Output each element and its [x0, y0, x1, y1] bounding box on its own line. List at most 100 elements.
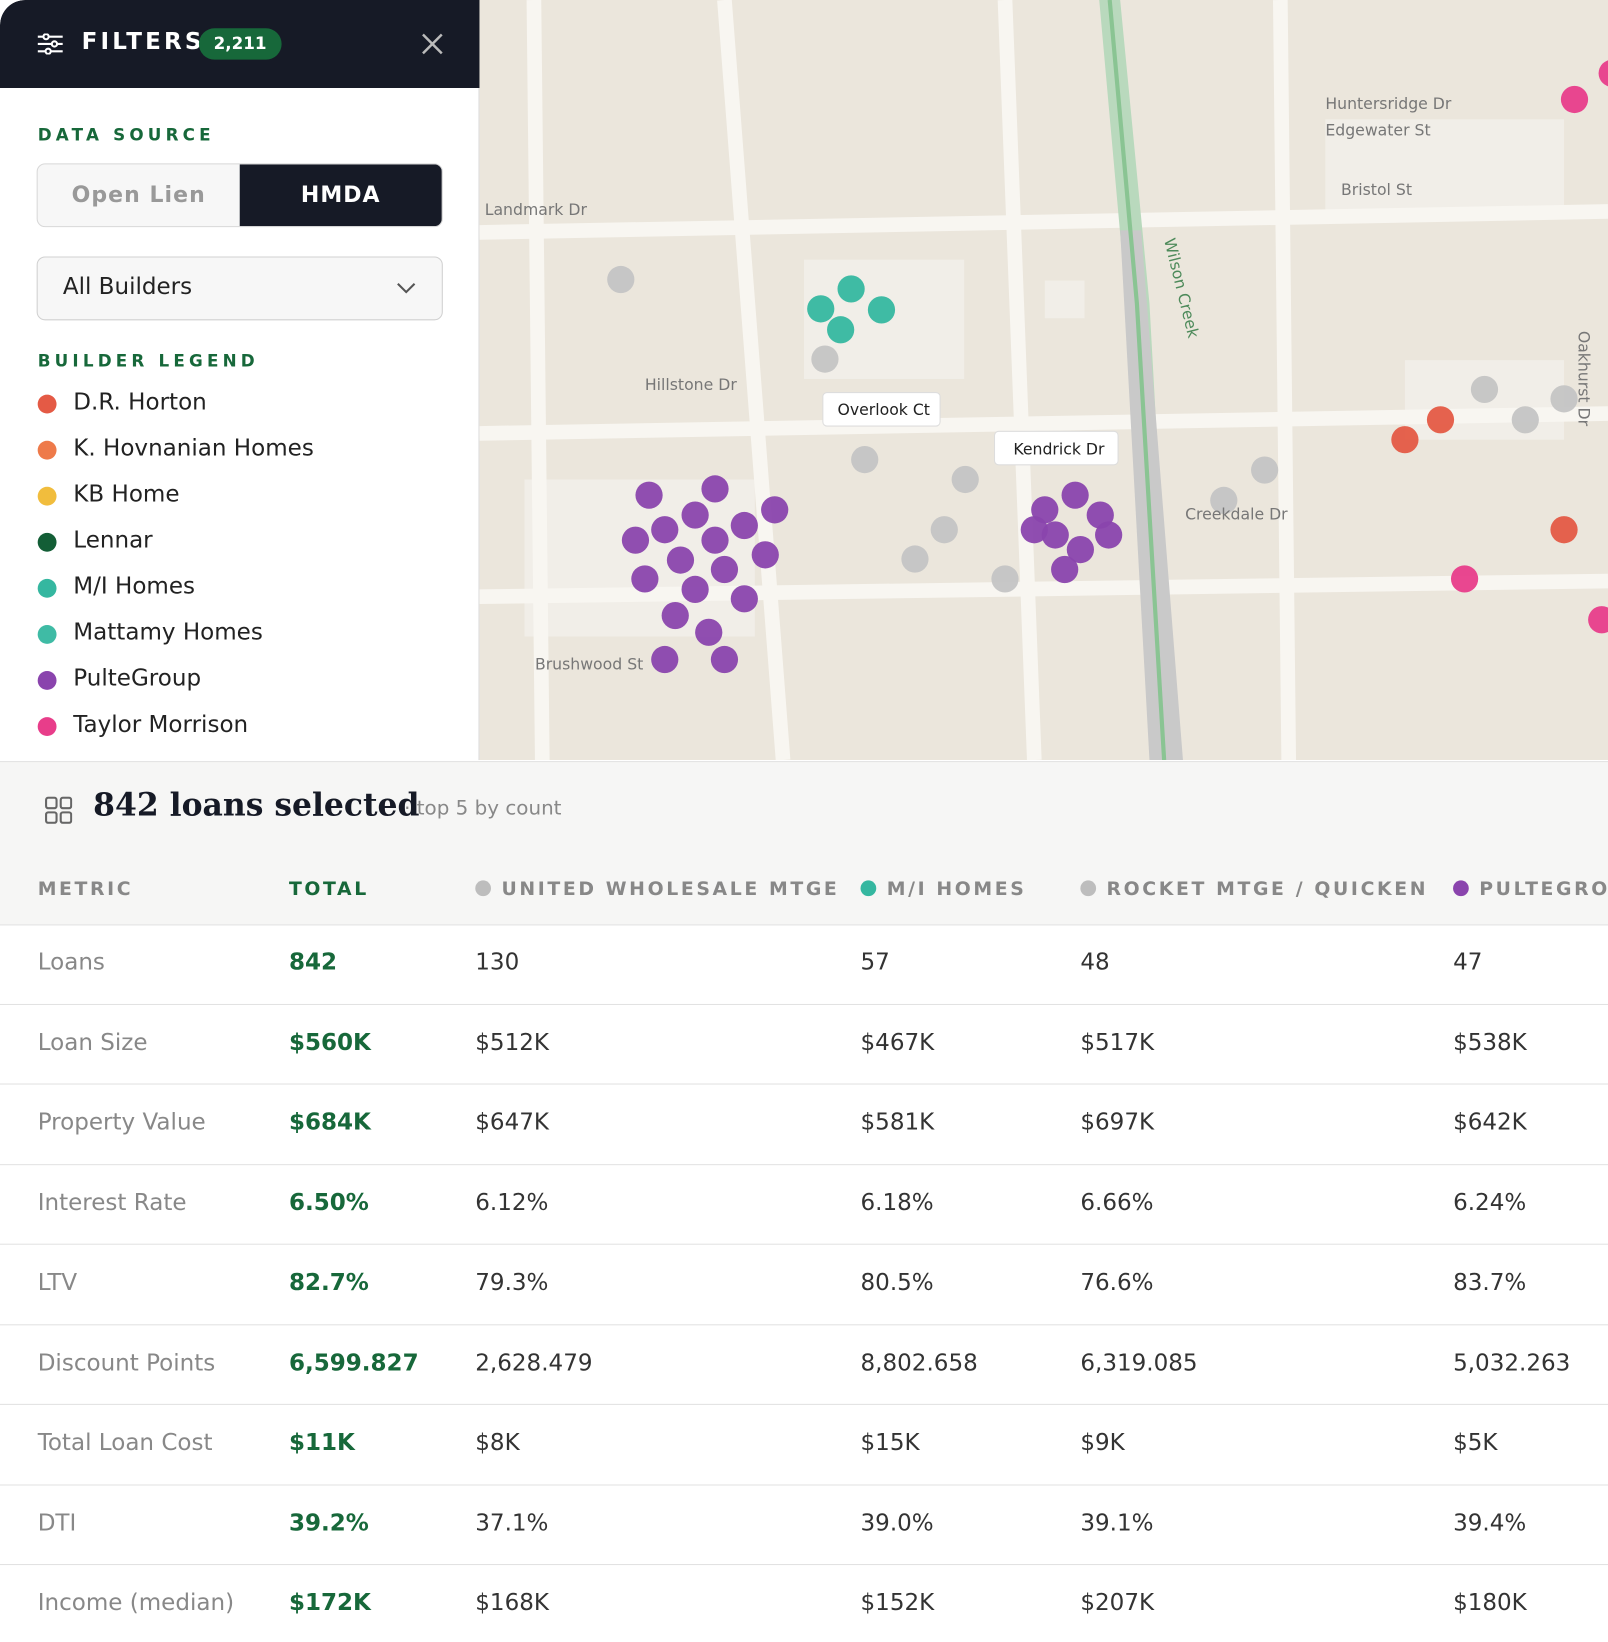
column-header: METRIC: [38, 878, 134, 900]
cell-value: 57: [860, 949, 890, 976]
map-pin[interactable]: [1470, 375, 1499, 404]
map-pin[interactable]: [1020, 516, 1048, 544]
map-pin[interactable]: [751, 541, 779, 569]
column-label: METRIC: [37, 878, 134, 901]
map-pin[interactable]: [1066, 536, 1094, 564]
summary-title: 842 loans selected: [93, 787, 420, 824]
map-pin[interactable]: [851, 445, 879, 474]
map[interactable]: Landmark Dr Hillstone Dr Overlook Ct Kendri…: [479, 0, 1608, 761]
metric-name: Discount Points: [37, 1349, 216, 1377]
legend-label: K. Hovnanian Homes: [73, 435, 314, 462]
cell-value: 6.12%: [475, 1189, 549, 1216]
cell-value: $512K: [475, 1029, 550, 1056]
street-label: Oakhurst Dr: [1574, 331, 1593, 427]
summary-note: · top 5 by count: [404, 796, 562, 820]
cell-value: $9K: [1080, 1430, 1125, 1457]
column-label: TOTAL: [288, 878, 369, 901]
table-row: Income (median) $172K $168K $152K $207K $180K: [0, 1565, 1608, 1641]
map-pin[interactable]: [695, 618, 723, 646]
legend-swatch: [37, 532, 57, 552]
column-header[interactable]: PULTEGROUP: [1453, 878, 1608, 900]
cell-value: $168K: [475, 1590, 550, 1617]
map-pin[interactable]: [607, 265, 635, 294]
map-pin[interactable]: [1210, 486, 1238, 515]
column-header[interactable]: UNITED WHOLESALE MTGE: [475, 878, 839, 900]
map-pin[interactable]: [1251, 456, 1279, 484]
map-pin[interactable]: [710, 645, 739, 674]
map-pin[interactable]: [635, 481, 663, 509]
map-pin[interactable]: [730, 511, 758, 540]
table-row: Loan Size $560K $512K $467K $517K $538K: [0, 1004, 1608, 1085]
map-pin[interactable]: [1450, 565, 1479, 593]
total-value: $172K: [288, 1590, 371, 1617]
map-pin[interactable]: [1095, 521, 1123, 549]
legend-swatch: [37, 486, 57, 506]
map-pin[interactable]: [631, 565, 659, 593]
table-header: METRIC TOTAL UNITED WHOLESALE MTGE M/I HOME…: [0, 855, 1608, 926]
map-pin[interactable]: [651, 645, 679, 674]
map-pin[interactable]: [1391, 426, 1419, 454]
street-label: Huntersridge Dr: [1325, 94, 1452, 113]
summary-bar: 842 loans selected · top 5 by count: [0, 761, 1608, 858]
map-pin[interactable]: [710, 555, 739, 584]
map-block: [524, 479, 755, 637]
map-pin[interactable]: [1550, 516, 1578, 544]
map-pin[interactable]: [651, 516, 679, 544]
map-pin[interactable]: [991, 565, 1019, 593]
map-pin[interactable]: [1588, 606, 1608, 634]
cell-value: 39.0%: [860, 1510, 934, 1537]
map-pin[interactable]: [827, 316, 855, 344]
map-pin[interactable]: [837, 275, 865, 303]
map-pin[interactable]: [1051, 555, 1079, 584]
map-pin[interactable]: [901, 545, 929, 573]
map-pin[interactable]: [701, 475, 729, 503]
builder-select[interactable]: All Builders: [36, 256, 443, 321]
column-label: ROCKET MTGE / QUICKEN: [1106, 878, 1429, 901]
map-pin[interactable]: [661, 601, 689, 630]
map-pin[interactable]: [1426, 406, 1455, 434]
total-value: $11K: [288, 1430, 355, 1457]
legend-swatch: [37, 440, 57, 460]
count-badge: 2,211: [198, 28, 282, 60]
map-pin[interactable]: [1550, 385, 1578, 413]
segment-option[interactable]: Open Lien: [71, 182, 206, 208]
map-pin[interactable]: [951, 465, 979, 494]
column-header[interactable]: TOTAL: [289, 878, 369, 900]
metric-name: Total Loan Cost: [37, 1430, 213, 1457]
filter-icon: [37, 33, 63, 55]
column-header[interactable]: ROCKET MTGE / QUICKEN: [1080, 878, 1428, 900]
map-pin[interactable]: [701, 526, 729, 554]
map-pin[interactable]: [930, 516, 958, 544]
cell-value: 6.66%: [1080, 1189, 1154, 1216]
map-pin[interactable]: [1598, 60, 1608, 87]
cell-value: 2,628.479: [475, 1349, 593, 1377]
map-pin[interactable]: [1061, 481, 1089, 509]
cell-value: 5,032.263: [1453, 1349, 1571, 1377]
metric-name: Income (median): [37, 1590, 235, 1617]
rail: [1120, 230, 1183, 761]
legend-label: Mattamy Homes: [73, 619, 263, 646]
map-pin[interactable]: [621, 526, 650, 554]
map-pin[interactable]: [811, 345, 839, 373]
map-pin[interactable]: [1560, 85, 1589, 114]
column-label: UNITED WHOLESALE MTGE: [501, 878, 840, 901]
map-block: [1325, 119, 1565, 218]
filter-header: FILTERS 2,211: [0, 0, 480, 88]
map-pin[interactable]: [681, 575, 709, 603]
map-pin[interactable]: [666, 546, 695, 574]
cell-value: 47: [1453, 949, 1483, 976]
map-pin[interactable]: [1041, 521, 1069, 549]
map-pin[interactable]: [761, 496, 789, 524]
select-value: All Builders: [62, 274, 193, 301]
map-pin[interactable]: [867, 296, 896, 324]
column-label: M/I HOMES: [886, 878, 1027, 901]
segment-option[interactable]: HMDA: [239, 164, 442, 227]
map-pin[interactable]: [807, 295, 835, 323]
map-pin[interactable]: [681, 501, 709, 529]
column-header[interactable]: M/I HOMES: [860, 878, 1027, 901]
map-pin[interactable]: [1511, 406, 1539, 434]
map-pin[interactable]: [730, 585, 758, 613]
metric-name: Loans: [37, 949, 105, 976]
close-button[interactable]: [422, 33, 443, 55]
